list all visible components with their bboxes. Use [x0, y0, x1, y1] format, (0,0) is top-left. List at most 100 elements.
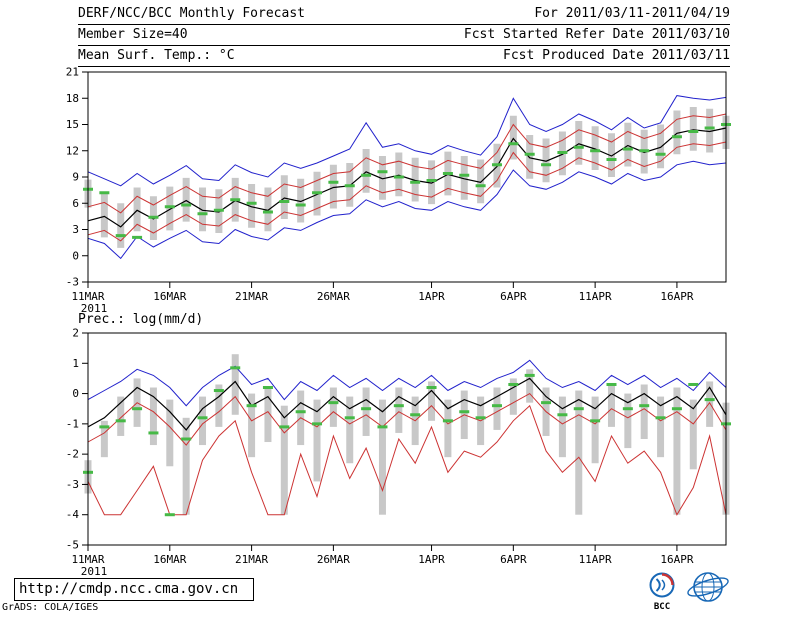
observation-mark: [524, 373, 535, 377]
observation-mark: [590, 149, 601, 153]
series-ensemble-mean: [87, 377, 727, 431]
observation-mark: [557, 413, 568, 417]
x-tick-label: 11APR: [579, 553, 612, 566]
observation-mark: [541, 163, 552, 167]
x-tick-label: 21MAR: [235, 290, 268, 303]
observation-mark: [491, 404, 502, 408]
observation-mark: [426, 179, 437, 182]
ensemble-spread-bar: [591, 126, 599, 170]
bcc-logo-red-arc: [661, 573, 674, 586]
observation-mark: [393, 175, 404, 179]
observation-mark: [573, 407, 584, 411]
observation-mark: [459, 410, 470, 414]
observation-mark: [508, 142, 519, 146]
ensemble-spread-bar: [329, 164, 337, 209]
x-tick-label: 11MAR: [71, 553, 104, 566]
observation-mark: [361, 407, 372, 411]
observation-mark: [99, 191, 110, 195]
ensemble-spread-bar: [297, 178, 305, 223]
observation-mark: [442, 172, 453, 175]
ensemble-spread-bar: [378, 399, 386, 515]
ensemble-spread-bar: [411, 157, 419, 202]
observation-mark: [704, 126, 715, 130]
ensemble-spread-bar: [575, 390, 583, 515]
observation-mark: [639, 149, 650, 153]
ensemble-spread-bar: [248, 184, 256, 228]
x-year-label: 2011: [81, 302, 108, 314]
x-tick-label: 1APR: [418, 553, 445, 566]
precip-title: Prec.: log(mm/d): [78, 312, 204, 327]
observation-mark: [475, 184, 486, 188]
ensemble-spread-bar: [117, 396, 125, 436]
observation-mark: [459, 173, 470, 177]
ensemble-spread-bar: [264, 387, 272, 443]
observation-mark: [132, 407, 143, 411]
x-axis: 11MAR 16MAR 21MAR 26MAR 1APR 6APR 11APR 16APR 20…: [71, 282, 694, 314]
observation-mark: [639, 404, 650, 408]
series-upper-quartile: [87, 113, 727, 214]
observation-mark: [295, 410, 306, 414]
observation-mark: [688, 130, 699, 133]
url-box: http://cmdp.ncc.cma.gov.cn: [14, 578, 254, 601]
ensemble-spread-bar: [706, 108, 714, 153]
observation-mark: [99, 425, 110, 429]
ensemble-spread-bar: [117, 203, 125, 248]
observation-mark: [262, 386, 273, 390]
observation-mark: [361, 173, 372, 177]
ensemble-spread-bar: [199, 187, 207, 232]
observation-mark: [557, 151, 568, 154]
observation-mark: [164, 205, 175, 209]
y-tick-label: 12: [66, 144, 79, 157]
y-tick-label: 0: [72, 387, 79, 400]
observation-mark: [132, 235, 143, 239]
x-tick-label: 6APR: [500, 290, 527, 303]
forecast-range: For 2011/03/11-2011/04/19: [534, 6, 730, 21]
ensemble-spread-bar: [444, 399, 452, 458]
ensemble-spread-bar: [542, 138, 550, 183]
ensemble-spread-bar: [231, 354, 239, 415]
ensemble-spread-bars: [84, 354, 730, 515]
ensemble-spread-bar: [673, 110, 681, 155]
y-axis: 2 1 0 -1 -2 -3 -4 -5: [66, 327, 88, 552]
header-row-1: DERF/NCC/BCC Monthly Forecast For 2011/0…: [78, 6, 730, 25]
x-tick-label: 16APR: [660, 290, 693, 303]
ensemble-spread-bar: [280, 405, 288, 515]
ensemble-spread-bar: [428, 381, 436, 421]
series-ensemble-min: [87, 160, 727, 260]
y-tick-label: 6: [72, 197, 79, 210]
ensemble-spread-bar: [657, 396, 665, 458]
ensemble-spread-bar: [378, 156, 386, 200]
ensemble-spread-bar: [657, 124, 665, 169]
observation-mark: [197, 416, 208, 420]
series-ensemble-mean: [87, 127, 727, 228]
plot-frame: [87, 332, 727, 546]
observation-mark: [590, 419, 601, 423]
observation-mark: [230, 366, 241, 370]
observation-mark: [181, 437, 192, 441]
x-tick-label: 26MAR: [317, 290, 350, 303]
ensemble-spread-bar: [460, 156, 468, 200]
header-row-2: Member Size=40 Fcst Started Refer Date 2…: [78, 27, 730, 46]
observation-mark: [688, 382, 699, 386]
bcc-logo: BCC: [649, 572, 675, 612]
ensemble-spread-bar: [313, 399, 321, 482]
observation-mark: [442, 419, 453, 423]
ensemble-spread-bar: [607, 384, 615, 427]
y-tick-label: -1: [66, 417, 79, 430]
observation-mark: [164, 513, 175, 517]
observation-mark: [279, 425, 290, 429]
ensemble-spread-bar: [607, 133, 615, 177]
ensemble-spread-bar: [264, 187, 272, 232]
observation-mark: [148, 431, 159, 435]
observation-mark: [246, 404, 257, 408]
ensemble-spread-bar: [706, 381, 714, 427]
ensemble-spread-bar: [166, 186, 174, 231]
header: DERF/NCC/BCC Monthly Forecast For 2011/0…: [78, 6, 730, 69]
series-upper-quartile: [87, 392, 727, 446]
ensemble-spread-bar: [509, 378, 517, 415]
ensemble-spread-bar: [329, 387, 337, 427]
y-tick-label: 9: [72, 171, 79, 184]
ensemble-spread-bar: [395, 152, 403, 197]
ensemble-spread-bar: [215, 384, 223, 427]
